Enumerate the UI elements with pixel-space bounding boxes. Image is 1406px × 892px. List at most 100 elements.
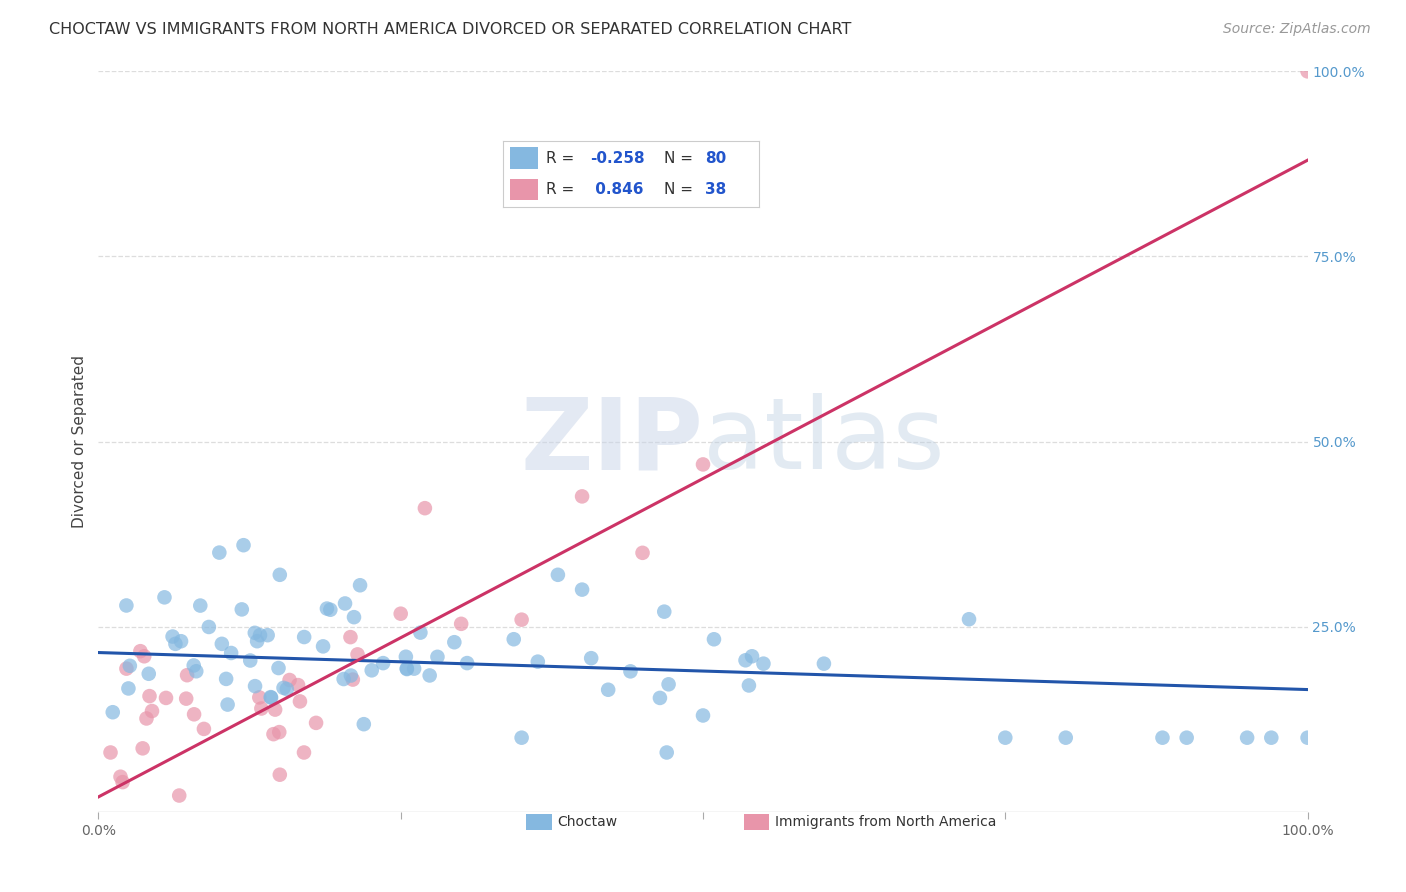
- Point: [193, 722, 215, 736]
- Point: [389, 607, 412, 621]
- Point: [167, 789, 190, 803]
- Point: [340, 668, 363, 682]
- Point: [404, 662, 426, 676]
- Text: 0.846: 0.846: [589, 182, 643, 197]
- Point: [131, 741, 153, 756]
- Point: [1054, 731, 1077, 745]
- Point: [332, 672, 354, 686]
- Point: [703, 632, 725, 647]
- Point: [165, 637, 187, 651]
- Text: R =: R =: [546, 182, 579, 197]
- Point: [342, 673, 364, 687]
- Bar: [510, 147, 538, 169]
- Point: [117, 681, 139, 696]
- Point: [547, 567, 569, 582]
- Point: [450, 616, 472, 631]
- Text: Choctaw: Choctaw: [557, 814, 617, 829]
- Point: [571, 489, 593, 503]
- Point: [305, 715, 328, 730]
- Point: [288, 694, 311, 708]
- Point: [510, 613, 533, 627]
- Point: [957, 612, 980, 626]
- Point: [1296, 64, 1319, 78]
- Text: Immigrants from North America: Immigrants from North America: [775, 814, 997, 829]
- Point: [155, 690, 177, 705]
- Point: [208, 546, 231, 560]
- Point: [243, 625, 266, 640]
- Text: N =: N =: [664, 182, 697, 197]
- Point: [239, 653, 262, 667]
- Point: [246, 634, 269, 648]
- Point: [413, 501, 436, 516]
- Point: [111, 775, 134, 789]
- Point: [598, 682, 620, 697]
- Point: [353, 717, 375, 731]
- Point: [183, 707, 205, 722]
- Point: [249, 628, 271, 642]
- Point: [343, 610, 366, 624]
- Point: [260, 690, 283, 705]
- Point: [349, 578, 371, 592]
- Point: [162, 630, 184, 644]
- Point: [276, 682, 298, 697]
- Point: [734, 653, 756, 667]
- Point: [176, 668, 198, 682]
- Point: [994, 731, 1017, 745]
- Point: [752, 657, 775, 671]
- Point: [360, 663, 382, 677]
- Point: [443, 635, 465, 649]
- Point: [1152, 731, 1174, 745]
- Point: [100, 746, 122, 760]
- Point: [312, 640, 335, 654]
- Text: N =: N =: [664, 151, 697, 166]
- Point: [571, 582, 593, 597]
- Point: [256, 628, 278, 642]
- Point: [115, 599, 138, 613]
- Point: [510, 731, 533, 745]
- Point: [118, 658, 141, 673]
- Text: 80: 80: [704, 151, 725, 166]
- Point: [648, 690, 671, 705]
- Point: [260, 690, 283, 705]
- Point: [1296, 731, 1319, 745]
- Point: [269, 767, 291, 781]
- Point: [527, 655, 550, 669]
- Point: [371, 656, 394, 670]
- Point: [502, 632, 524, 647]
- Point: [278, 673, 301, 687]
- Point: [217, 698, 239, 712]
- Point: [232, 538, 254, 552]
- Point: [813, 657, 835, 671]
- Point: [110, 770, 132, 784]
- Point: [339, 630, 361, 644]
- Text: ZIP: ZIP: [520, 393, 703, 490]
- Point: [129, 644, 152, 658]
- Point: [409, 625, 432, 640]
- Text: Source: ZipAtlas.com: Source: ZipAtlas.com: [1223, 22, 1371, 37]
- Point: [333, 597, 356, 611]
- Point: [395, 649, 418, 664]
- Point: [267, 661, 290, 675]
- Point: [692, 708, 714, 723]
- Point: [287, 678, 309, 692]
- Text: atlas: atlas: [703, 393, 945, 490]
- Point: [188, 599, 211, 613]
- Point: [250, 701, 273, 715]
- Point: [273, 681, 295, 695]
- Point: [692, 458, 714, 472]
- Point: [579, 651, 602, 665]
- Point: [269, 567, 291, 582]
- Point: [652, 605, 675, 619]
- Y-axis label: Divorced or Separated: Divorced or Separated: [72, 355, 87, 528]
- Point: [292, 746, 315, 760]
- Point: [395, 662, 418, 676]
- Point: [1260, 731, 1282, 745]
- Point: [231, 602, 253, 616]
- Point: [655, 746, 678, 760]
- Point: [101, 705, 124, 719]
- Point: [115, 662, 138, 676]
- Point: [426, 649, 449, 664]
- Point: [346, 648, 368, 662]
- Point: [170, 634, 193, 648]
- Point: [264, 703, 287, 717]
